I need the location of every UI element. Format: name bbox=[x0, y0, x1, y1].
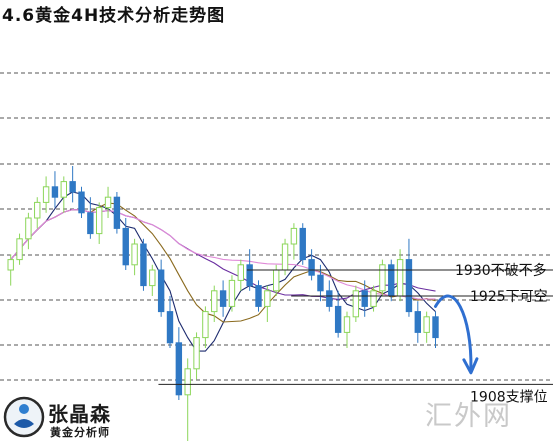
candle-body bbox=[16, 238, 23, 261]
candle-body bbox=[290, 227, 298, 245]
grid-lines bbox=[0, 72, 553, 381]
candle-body bbox=[157, 269, 165, 313]
candle-body bbox=[96, 207, 103, 235]
level-label-2: 1908支撑位 bbox=[470, 389, 548, 405]
candle-body bbox=[432, 316, 439, 339]
candles bbox=[7, 166, 439, 441]
logo-wave-icon bbox=[14, 419, 34, 428]
candle-body bbox=[423, 316, 430, 333]
candle-body bbox=[396, 259, 404, 297]
candle-body bbox=[299, 227, 306, 261]
moving-averages bbox=[10, 191, 436, 352]
candle-body bbox=[175, 342, 183, 396]
forecast-curve bbox=[434, 294, 473, 371]
candle-body bbox=[60, 181, 67, 198]
ma-fast-line bbox=[10, 191, 436, 352]
candle-body bbox=[202, 311, 209, 339]
candle-body bbox=[370, 290, 377, 307]
logo-dot-icon bbox=[19, 404, 29, 414]
level-label-0: 1930不破不多 bbox=[455, 262, 547, 279]
candle-body bbox=[388, 264, 395, 297]
candle-body bbox=[113, 196, 121, 229]
candle-body bbox=[211, 290, 218, 313]
candle-body bbox=[122, 227, 129, 266]
candle-body bbox=[414, 311, 422, 333]
candle-body bbox=[78, 191, 85, 214]
candle-body bbox=[149, 269, 156, 287]
candle-body bbox=[361, 290, 368, 307]
forecast-arrow bbox=[434, 294, 479, 375]
candle-body bbox=[317, 274, 324, 292]
candle-body bbox=[51, 186, 59, 198]
brand-subtitle: 黄金分析师 bbox=[50, 426, 110, 439]
candle-body bbox=[34, 201, 41, 219]
candle-body bbox=[228, 279, 236, 307]
candle-body bbox=[246, 264, 253, 287]
candle-body bbox=[104, 196, 112, 209]
candle-body bbox=[343, 316, 351, 333]
candle-body bbox=[131, 243, 138, 266]
logo-ring-icon bbox=[3, 396, 45, 438]
candle-body bbox=[7, 259, 14, 271]
level-label-1: 1925下可空 bbox=[470, 289, 548, 305]
candle-body bbox=[352, 290, 360, 318]
candle-body bbox=[264, 290, 271, 307]
forecast-arrowhead-icon bbox=[462, 357, 479, 375]
brand-logo bbox=[3, 396, 45, 438]
candle-body bbox=[273, 269, 280, 292]
candle-body bbox=[281, 243, 289, 271]
candle-body bbox=[334, 305, 342, 333]
candle-body bbox=[405, 259, 413, 313]
chart-title: 4.6黄金4H技术分析走势图 bbox=[2, 6, 226, 26]
brand-name: 张晶森 bbox=[48, 402, 111, 426]
candle-body bbox=[42, 186, 50, 203]
candle-body bbox=[87, 212, 94, 235]
candle-body bbox=[166, 311, 174, 344]
watermark: 汇外网 bbox=[425, 401, 512, 432]
candle-body bbox=[69, 181, 76, 193]
candle-body bbox=[255, 285, 262, 307]
candle-body bbox=[193, 337, 200, 370]
candle-body bbox=[140, 243, 147, 287]
candle-body bbox=[308, 259, 315, 276]
candle-body bbox=[379, 264, 386, 292]
candle-body bbox=[237, 264, 245, 281]
candle-body bbox=[25, 217, 32, 240]
candle-body bbox=[326, 290, 333, 307]
candle-body bbox=[219, 290, 227, 307]
price-levels: 1930不破不多 1925下可空 1908支撑位 bbox=[158, 262, 553, 405]
candle-body bbox=[184, 368, 191, 396]
